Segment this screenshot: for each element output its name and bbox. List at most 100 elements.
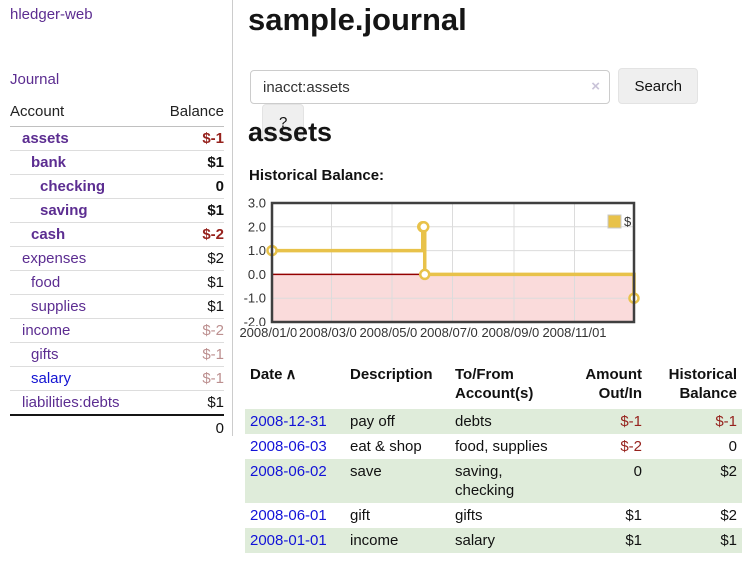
register-accounts-cell: saving, checking — [455, 463, 515, 499]
account-row: gifts $-1 — [10, 342, 224, 367]
account-name-cell: supplies — [10, 294, 154, 319]
chart-data-marker — [417, 221, 430, 233]
chart-xtick-bg — [296, 326, 367, 341]
search-input[interactable] — [250, 70, 610, 104]
account-balance: $1 — [153, 270, 224, 295]
register-description-cell: gift — [350, 507, 371, 524]
register-row: 2008-12-31 pay off debts $-1 $-1 — [245, 409, 742, 434]
account-row: food $1 — [10, 270, 224, 295]
register-description-cell: eat & shop — [350, 438, 422, 455]
register-col-description: Description — [350, 366, 433, 383]
register-row: 2008-01-01 income salary $1 $1 — [245, 528, 742, 553]
sidebar-account-link[interactable]: income — [22, 322, 71, 339]
account-balance: $-1 — [153, 126, 224, 151]
account-name-cell: liabilities:debts — [10, 390, 154, 416]
search-box: × — [250, 70, 610, 104]
sidebar-item-journal[interactable]: Journal — [10, 71, 60, 88]
brand-link[interactable]: hledger-web — [10, 6, 93, 23]
page-title: sample.journal — [248, 2, 467, 37]
register-row: 2008-06-03 eat & shop food, supplies $-2 0 — [245, 434, 742, 459]
register-col-date[interactable]: Date ∧ — [250, 366, 297, 383]
register-header-row: Date ∧ Description To/From Account(s) Amo… — [245, 361, 742, 409]
sort-ascending-icon: ∧ — [285, 366, 297, 383]
sidebar-account-link[interactable]: checking — [40, 178, 106, 195]
register-date-link[interactable]: 2008-06-03 — [250, 438, 327, 455]
accounts-total-row: 0 — [10, 414, 224, 440]
account-name-cell: salary — [10, 366, 154, 391]
register-date-cell: 2008-06-01 — [245, 503, 345, 528]
accounts-total-value: 0 — [153, 414, 224, 440]
chart-ytick-label: 1.0 — [248, 243, 266, 258]
account-row: income $-2 — [10, 318, 224, 343]
register-accounts-cell: debts — [455, 413, 492, 430]
chart-xtick-label: 2008/01/01 — [239, 325, 304, 340]
register-date-cell: 2008-06-03 — [245, 434, 345, 459]
register-row: 2008-06-02 save saving, checking 0 $2 — [245, 459, 742, 503]
register-amount-cell: $-1 — [620, 413, 642, 430]
register-balance-cell: $-1 — [715, 413, 737, 430]
sidebar-account-link[interactable]: liabilities:debts — [22, 394, 120, 411]
sidebar-account-link[interactable]: gifts — [31, 346, 59, 363]
sidebar-account-link[interactable]: saving — [40, 202, 88, 219]
account-balance: $-1 — [153, 366, 224, 391]
register-date-link[interactable]: 2008-06-02 — [250, 463, 327, 480]
account-name-cell: saving — [10, 198, 154, 223]
register-amount-cell: $1 — [625, 507, 642, 524]
sidebar-nav: Journal — [10, 71, 223, 89]
search-button[interactable]: Search — [618, 68, 698, 104]
account-name-cell: cash — [10, 222, 154, 247]
chart-xtick-label: 2008/03/01 — [299, 325, 364, 340]
register-date-cell: 2008-01-01 — [245, 528, 345, 553]
register-accounts-cell: food, supplies — [455, 438, 548, 455]
account-name-cell: gifts — [10, 342, 154, 367]
register-amount-cell: $1 — [625, 532, 642, 549]
chart-xtick-bg — [238, 326, 307, 341]
register-description-cell: save — [350, 463, 382, 480]
sidebar-account-link[interactable]: assets — [22, 130, 69, 147]
sidebar-account-link[interactable]: bank — [31, 154, 67, 171]
account-name-cell: expenses — [10, 246, 154, 271]
account-name-cell: bank — [10, 150, 154, 175]
account-row: saving $1 — [10, 198, 224, 223]
register-amount-cell: $-2 — [620, 438, 642, 455]
sidebar: hledger-web Journal Account Balance asse… — [0, 0, 233, 440]
sidebar-account-link[interactable]: expenses — [22, 250, 87, 267]
chart-xtick-label: 2008/05/01 — [359, 325, 424, 340]
register-row: 2008-06-01 gift gifts $1 $2 — [245, 503, 742, 528]
account-row: checking 0 — [10, 174, 224, 199]
account-row: bank $1 — [10, 150, 224, 175]
clear-search-icon[interactable]: × — [591, 78, 600, 95]
register-col-accounts: To/From Account(s) — [455, 366, 534, 402]
chart-data-marker — [418, 268, 431, 281]
register-accounts-cell: gifts — [455, 507, 483, 524]
accounts-col-balance: Balance — [153, 101, 224, 127]
sidebar-account-link[interactable]: salary — [31, 370, 72, 387]
account-balance: $1 — [153, 198, 224, 223]
register-balance-cell: $1 — [720, 532, 737, 549]
sidebar-account-link[interactable]: food — [31, 274, 61, 291]
help-button[interactable]: ? — [262, 104, 305, 140]
accounts-table: Account Balance assets $-1 bank $1 checking 0… — [10, 101, 224, 440]
chart-ytick-label: -2.0 — [244, 315, 266, 330]
chart-legend-label: $ — [624, 214, 632, 229]
account-balance: $-1 — [153, 342, 224, 367]
chart-legend-swatch — [607, 214, 622, 229]
chart-ytick-label: -1.0 — [244, 291, 266, 306]
sidebar-account-link[interactable]: supplies — [31, 298, 87, 315]
chart-xtick-label: 2008/11/01 — [542, 325, 606, 340]
historical-balance-chart: 3.0 2.0 1.0 0.0 -1.0 -2.02008/01/012008/03/01… — [238, 196, 640, 341]
chart-xtick-label: 2008/09/01 — [481, 325, 546, 340]
register-date-link[interactable]: 2008-01-01 — [250, 532, 327, 549]
accounts-header-row: Account Balance — [10, 101, 224, 127]
register-amount-cell: 0 — [633, 463, 642, 480]
register-date-link[interactable]: 2008-06-01 — [250, 507, 327, 524]
register-balance-cell: 0 — [728, 438, 737, 455]
accounts-col-account: Account — [10, 101, 154, 127]
search-form: × Search ? — [250, 68, 742, 140]
register-balance-cell: $2 — [720, 507, 737, 524]
account-name-cell: income — [10, 318, 154, 343]
account-heading: assets — [248, 117, 333, 147]
register-date-link[interactable]: 2008-12-31 — [250, 413, 327, 430]
account-row: expenses $2 — [10, 246, 224, 271]
sidebar-account-link[interactable]: cash — [31, 226, 66, 243]
